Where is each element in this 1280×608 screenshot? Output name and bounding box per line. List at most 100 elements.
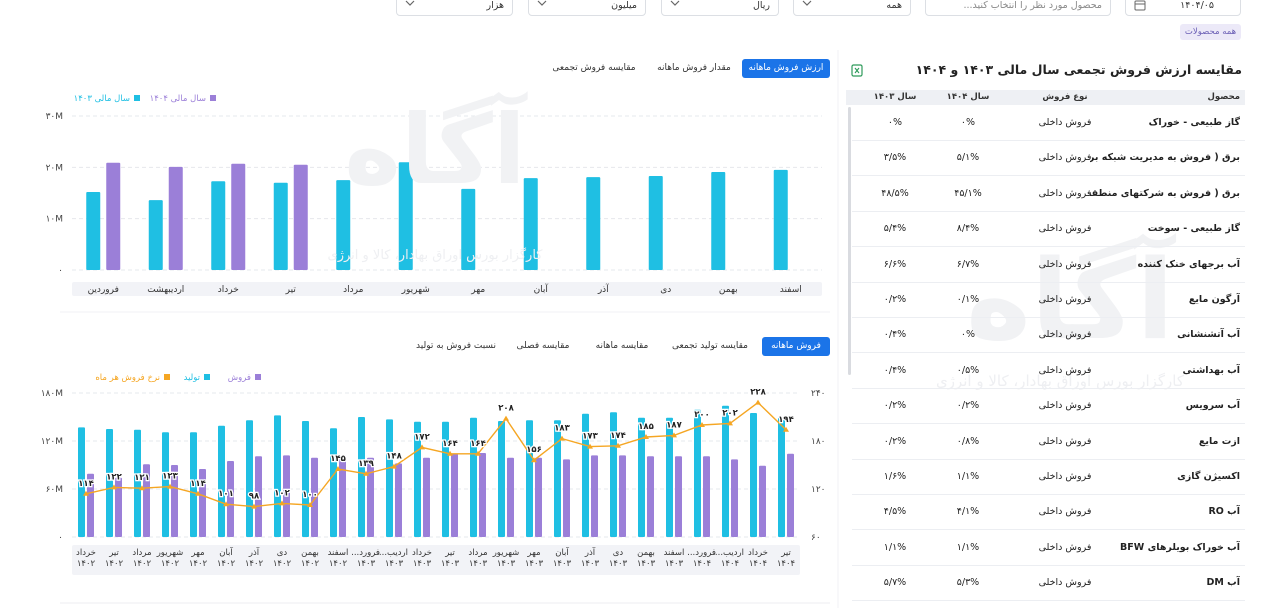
scrollbar[interactable]	[848, 107, 851, 375]
data-label: ۱۸۳	[554, 424, 570, 434]
tab[interactable]: مقدار فروش ماهانه	[657, 63, 731, 73]
sale-type-value: همه	[886, 0, 902, 11]
data-label: ۱۴۵	[330, 454, 346, 464]
bar	[115, 477, 122, 537]
tab[interactable]: مقایسه فروش تجمعی	[552, 63, 636, 73]
bar	[218, 425, 225, 537]
cell: ۱/۱%	[883, 541, 907, 553]
bar	[461, 188, 476, 270]
chevron	[537, 0, 547, 6]
data-label: ۱۶۴	[470, 439, 486, 449]
tab[interactable]: نسبت فروش به تولید	[416, 341, 496, 351]
table-row: گاز طبیعی - سوخت فروش داخلی ۸/۴% ۵/۴%	[852, 211, 1245, 248]
product-cell: گاز طبیعی - سوخت	[1147, 223, 1240, 235]
line-point	[531, 457, 537, 463]
bar	[311, 457, 318, 537]
line	[85, 401, 787, 508]
bar	[199, 469, 206, 537]
tab[interactable]: مقایسه تولید تجمعی	[672, 341, 748, 351]
export-icon[interactable]	[851, 64, 863, 77]
date-picker[interactable]: ۱۴۰۴/۰۵	[1125, 0, 1241, 16]
x-tick-label: دی	[660, 285, 671, 295]
category-band	[72, 282, 822, 296]
product-cell: آب برجهای خنک کننده	[1137, 258, 1240, 270]
x-tick-label: اسفند	[780, 285, 802, 295]
currency-select[interactable]: ریال	[661, 0, 779, 16]
bar	[563, 459, 570, 537]
unit-value: میلیون	[611, 0, 637, 11]
x-tick-label: مرداد ۱۴۰۳	[468, 548, 488, 569]
bar	[414, 421, 421, 537]
bar	[711, 171, 726, 270]
all-products-chip[interactable]: همه محصولات	[1180, 24, 1241, 40]
watermark-tagline: کارگزار بورس اوراق بهادار، کالا و انرژی	[935, 372, 1185, 390]
bar	[168, 166, 183, 270]
x-tick-label: مرداد ۱۴۰۲	[132, 548, 152, 569]
sale-type-select[interactable]: همه	[793, 0, 911, 16]
bar	[302, 421, 309, 537]
scale-value: هزار	[486, 0, 504, 11]
bar	[86, 191, 101, 270]
x-tick-label: فرورد... ۱۴۰۴	[687, 548, 716, 569]
legend-swatch	[134, 95, 140, 101]
line-point	[615, 442, 621, 448]
bar	[293, 164, 308, 270]
tab[interactable]: فروش ماهانه	[762, 337, 830, 356]
cell: فروش داخلی	[1038, 117, 1092, 128]
bar	[648, 176, 663, 270]
unit-select[interactable]: میلیون	[528, 0, 646, 16]
y-tick-label: ۱۸۰M	[41, 389, 63, 399]
tab[interactable]: ارزش فروش ماهانه	[742, 59, 830, 78]
table-row: آب DM فروش داخلی ۵/۳% ۵/۷%	[852, 565, 1245, 602]
x-tick-label: دی ۱۴۰۲	[272, 548, 292, 569]
y2-tick-label: ۶۰	[811, 533, 821, 543]
x-tick-label: تیر	[285, 285, 297, 295]
bar	[339, 455, 346, 537]
x-tick-label: تیر ۱۴۰۳	[440, 548, 460, 569]
bar	[470, 417, 477, 537]
y-tick-label: ۶۰M	[46, 485, 63, 495]
cell: ۵/۳%	[956, 577, 980, 589]
data-label: ۱۴۸	[386, 452, 402, 462]
cell: ۱/۱%	[956, 541, 980, 553]
bar	[451, 453, 458, 537]
bar	[694, 409, 701, 537]
product-cell: آرگون مایع	[1188, 294, 1240, 305]
bar	[283, 455, 290, 537]
calendar-icon	[1134, 0, 1146, 11]
x-tick-label: مهر	[470, 285, 485, 295]
bar	[647, 456, 654, 537]
chevron	[670, 0, 680, 6]
bar	[526, 420, 533, 537]
bar	[479, 453, 486, 537]
legend-label: نرخ فروش هر ماه	[95, 373, 160, 383]
bar	[619, 455, 626, 537]
line-point	[279, 500, 285, 506]
line-point	[699, 422, 705, 427]
data-label: ۱۹۴	[778, 415, 794, 425]
line-point	[111, 484, 117, 490]
cell: فروش داخلی	[1038, 152, 1092, 164]
cell: ۰%	[887, 117, 903, 128]
data-label: ۲۲۸	[750, 388, 766, 398]
data-label: ۱۲۱	[134, 473, 150, 483]
bar	[423, 457, 430, 537]
cell: ۰%	[960, 117, 976, 128]
cell: ۴/۵%	[883, 506, 907, 518]
product-select[interactable]: محصول مورد نظر را انتخاب کنید...	[925, 0, 1111, 16]
tab[interactable]: مقایسه ماهانه	[595, 341, 649, 351]
tab[interactable]: مقایسه فصلی	[516, 341, 570, 351]
line-point	[139, 485, 145, 491]
bar	[759, 465, 766, 537]
bar	[787, 453, 794, 537]
scale-select[interactable]: هزار	[396, 0, 513, 16]
cell: فروش داخلی	[1038, 329, 1092, 341]
x-tick-label: مهر ۱۴۰۳	[524, 548, 544, 569]
cell: ۰/۴%	[883, 364, 907, 376]
legend-label: تولید	[184, 373, 201, 383]
bar	[778, 417, 785, 537]
bar	[731, 459, 738, 537]
cell: ۰/۸%	[956, 435, 980, 447]
product-cell: اکسیژن گازی	[1177, 471, 1240, 482]
bar	[395, 463, 402, 537]
